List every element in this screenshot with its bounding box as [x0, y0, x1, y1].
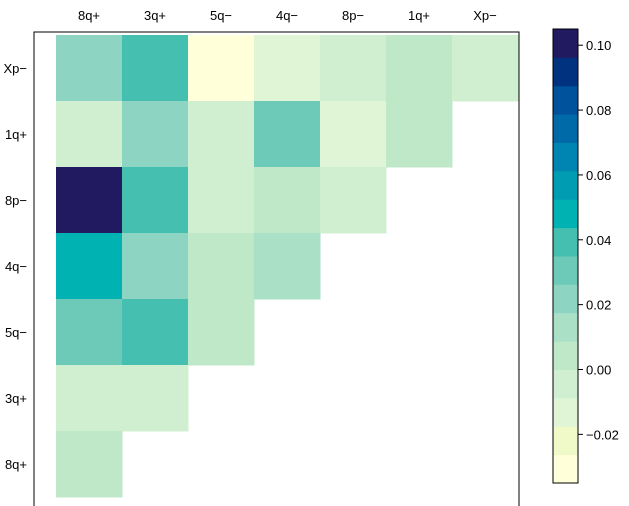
y-tick-label: 3q+ — [5, 391, 27, 406]
colorbar-swatch — [553, 454, 578, 484]
x-tick-label: 4q− — [276, 8, 298, 23]
heatmap-cell — [56, 35, 123, 102]
heatmap-cells — [56, 35, 519, 498]
heatmap-cell — [56, 101, 123, 168]
y-tick-label: 8q+ — [5, 457, 27, 472]
heatmap-cell — [254, 35, 321, 102]
heatmap-cell — [188, 233, 255, 300]
heatmap-cell — [254, 101, 321, 168]
colorbar-frame — [552, 28, 579, 484]
heatmap-cell — [122, 299, 189, 366]
colorbar-swatch — [553, 227, 578, 257]
y-tick-label: 8p− — [5, 193, 27, 208]
heatmap-cell — [122, 365, 189, 432]
colorbar-swatch — [553, 256, 578, 285]
heatmap-cell — [122, 101, 189, 168]
heatmap-cell — [56, 167, 123, 234]
colorbar-swatch — [553, 29, 578, 58]
x-tick-labels: 8q+ 3q+ 5q− 4q− 8p− 1q+ Xp− — [78, 8, 497, 23]
heatmap-cell — [122, 167, 189, 234]
heatmap-cell — [386, 101, 453, 168]
colorbar-swatch — [553, 142, 578, 172]
heatmap-cell — [56, 233, 123, 300]
colorbar — [553, 29, 578, 484]
heatmap-cell — [56, 299, 123, 366]
x-tick-label: 8q+ — [78, 8, 100, 23]
colorbar-tick-labels: 0.10 0.08 0.06 0.04 0.02 0.00 −0.02 — [578, 38, 619, 442]
heatmap-cell — [122, 233, 189, 300]
heatmap-cell — [320, 101, 387, 168]
y-tick-label: 5q− — [5, 325, 27, 340]
colorbar-swatch — [553, 426, 578, 456]
heatmap-cell — [254, 167, 321, 234]
colorbar-swatch — [553, 114, 578, 143]
heatmap-cell — [188, 299, 255, 366]
heatmap-cell — [56, 431, 123, 498]
heatmap-cell — [254, 233, 321, 300]
colorbar-swatch — [553, 57, 578, 87]
heatmap-cell — [320, 167, 387, 234]
colorbar-swatch — [553, 397, 578, 427]
x-tick-label: 8p− — [342, 8, 364, 23]
heatmap-cell — [56, 365, 123, 432]
heatmap-cell — [188, 167, 255, 234]
colorbar-swatch — [553, 284, 578, 314]
colorbar-swatch — [553, 85, 578, 115]
y-tick-label: Xp− — [4, 61, 28, 76]
colorbar-tick-label: 0.02 — [586, 298, 611, 313]
colorbar-tick-label: 0.04 — [586, 233, 611, 248]
x-tick-label: 5q− — [210, 8, 232, 23]
colorbar-tick-label: 0.00 — [586, 363, 611, 378]
plot-frame — [33, 31, 520, 506]
colorbar-swatch — [553, 369, 578, 399]
colorbar-swatch — [553, 341, 578, 370]
x-tick-label: 1q+ — [408, 8, 430, 23]
heatmap-cell — [188, 101, 255, 168]
y-tick-label: 1q+ — [5, 127, 27, 142]
heatmap-cell — [122, 35, 189, 102]
colorbar-tick-label: 0.10 — [586, 38, 611, 53]
colorbar-tick-label: 0.08 — [586, 103, 611, 118]
heatmap-cell — [386, 35, 453, 102]
heatmap-cell — [188, 35, 255, 102]
y-tick-label: 4q− — [5, 259, 27, 274]
x-tick-label: Xp− — [473, 8, 497, 23]
colorbar-swatch — [553, 199, 578, 229]
x-tick-label: 3q+ — [144, 8, 166, 23]
y-tick-labels: Xp− 1q+ 8p− 4q− 5q− 3q+ 8q+ — [4, 61, 28, 472]
heatmap-cell — [452, 35, 519, 102]
colorbar-tick-label: −0.02 — [586, 427, 619, 442]
colorbar-swatch — [553, 170, 578, 200]
colorbar-swatch — [553, 312, 578, 342]
colorbar-tick-label: 0.06 — [586, 168, 611, 183]
heatmap-cell — [320, 35, 387, 102]
